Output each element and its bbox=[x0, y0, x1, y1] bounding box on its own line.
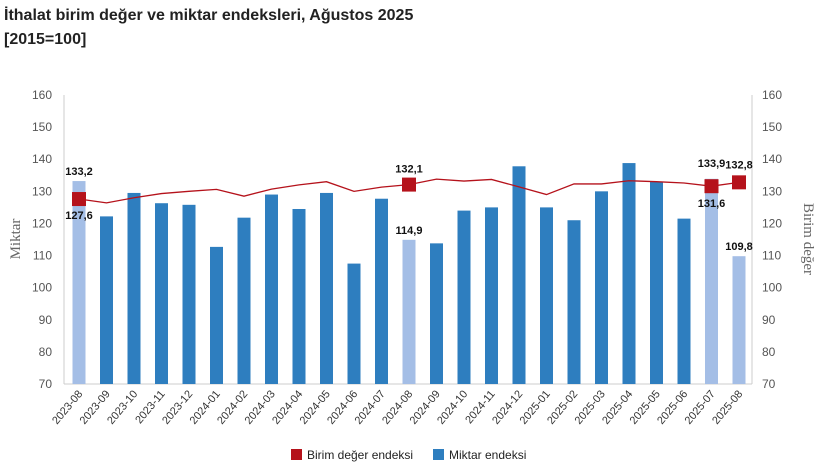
bar-2024-01 bbox=[210, 246, 223, 384]
bar-2024-08 bbox=[402, 239, 416, 384]
bar-2025-05 bbox=[650, 181, 663, 384]
y-axis-label-right: Birim değer bbox=[800, 203, 816, 275]
marker-2025-07 bbox=[704, 179, 719, 194]
bar-2024-09 bbox=[430, 243, 443, 384]
bar-2023-08 bbox=[72, 181, 86, 384]
bar-2024-04 bbox=[292, 208, 306, 384]
y-tick-label-right: 80 bbox=[762, 345, 776, 359]
y-tick-label-right: 120 bbox=[762, 216, 782, 230]
data-label-bar: 109,8 bbox=[725, 241, 753, 253]
data-label-line: 132,1 bbox=[395, 164, 423, 176]
y-tick-label-right: 100 bbox=[762, 281, 782, 295]
bar-2025-04 bbox=[622, 163, 636, 384]
y-tick-label-left: 80 bbox=[39, 345, 53, 359]
y-tick-label-left: 150 bbox=[32, 120, 52, 134]
title-line-2: [2015=100] bbox=[4, 31, 87, 48]
y-tick-label-right: 90 bbox=[762, 313, 776, 327]
bar-2025-06 bbox=[677, 218, 691, 384]
data-label-bar: 133,2 bbox=[65, 166, 93, 178]
bar-2023-10 bbox=[127, 192, 141, 384]
y-tick-label-right: 130 bbox=[762, 184, 782, 198]
bar-2024-05 bbox=[320, 192, 333, 384]
data-label-line: 127,6 bbox=[65, 210, 93, 222]
y-tick-label-left: 160 bbox=[32, 88, 52, 102]
y-tick-label-right: 140 bbox=[762, 152, 782, 166]
y-tick-label-left: 140 bbox=[32, 152, 52, 166]
data-label-line: 132,8 bbox=[725, 159, 753, 171]
y-tick-label-left: 130 bbox=[32, 184, 52, 198]
bar-2023-12 bbox=[182, 204, 196, 384]
legend-label-birim-deger: Birim değer endeksi bbox=[307, 448, 413, 462]
data-label-bar: 114,9 bbox=[396, 225, 423, 237]
y-axis-label-left: Miktar bbox=[8, 219, 24, 260]
data-label-line: 131,6 bbox=[698, 198, 726, 210]
marker-2025-08 bbox=[732, 175, 746, 190]
bar-2025-08 bbox=[732, 256, 746, 384]
bar-2024-12 bbox=[512, 166, 526, 384]
marker-2024-08 bbox=[402, 177, 416, 192]
bar-2024-07 bbox=[375, 198, 388, 384]
y-tick-label-left: 90 bbox=[39, 313, 53, 327]
y-tick-label-left: 120 bbox=[32, 216, 52, 230]
marker-2023-08 bbox=[72, 192, 86, 207]
legend-label-miktar: Miktar endeksi bbox=[449, 448, 526, 462]
legend-swatch-miktar bbox=[433, 449, 444, 460]
title-line-1: İthalat birim değer ve miktar endeksleri… bbox=[4, 7, 414, 24]
bar-2024-11 bbox=[485, 207, 498, 384]
bar-2024-06 bbox=[347, 263, 361, 384]
bar-2025-03 bbox=[595, 191, 608, 384]
y-tick-label-right: 70 bbox=[762, 377, 776, 391]
chart-title: İthalat birim değer ve miktar endeksleri… bbox=[4, 4, 413, 52]
y-tick-label-left: 100 bbox=[32, 281, 52, 295]
legend-swatch-birim-deger bbox=[291, 449, 302, 460]
y-tick-label-right: 150 bbox=[762, 120, 782, 134]
y-tick-label-right: 160 bbox=[762, 88, 782, 102]
data-label-bar: 133,9 bbox=[698, 158, 726, 170]
bar-2025-02 bbox=[567, 220, 581, 384]
bar-2024-03 bbox=[265, 194, 278, 384]
bar-2023-09 bbox=[100, 216, 113, 384]
bar-2024-02 bbox=[237, 217, 251, 384]
bar-2025-07 bbox=[705, 178, 718, 384]
y-tick-label-right: 110 bbox=[762, 249, 781, 263]
y-tick-label-left: 70 bbox=[39, 377, 53, 391]
bar-2024-10 bbox=[457, 210, 471, 384]
bar-2023-11 bbox=[155, 203, 168, 384]
y-tick-label-left: 110 bbox=[33, 249, 52, 263]
bar-2025-01 bbox=[540, 207, 553, 384]
